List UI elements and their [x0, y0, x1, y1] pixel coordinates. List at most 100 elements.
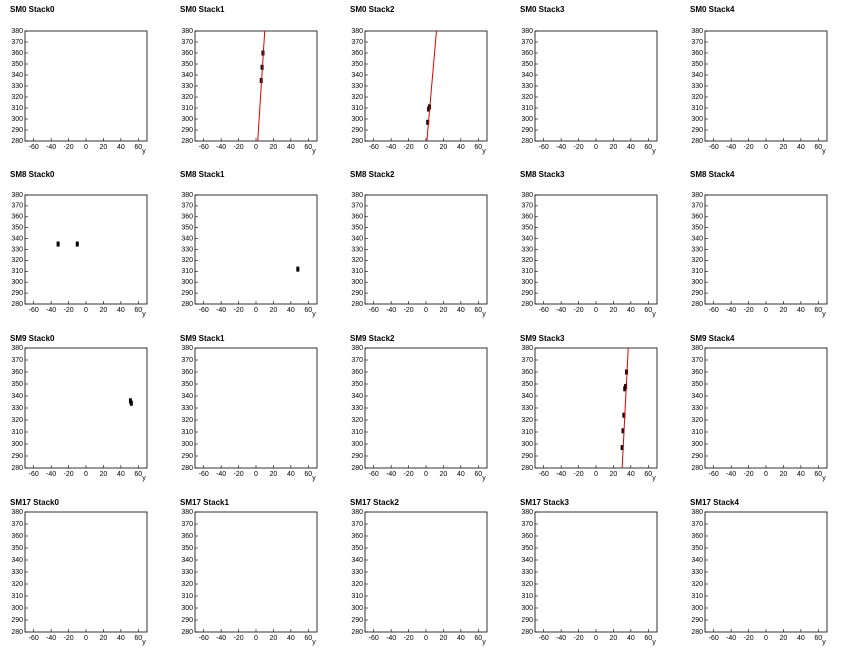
y-tick-label: 330 — [691, 405, 703, 412]
y-tick-label: 380 — [11, 345, 23, 352]
y-tick-label: 330 — [181, 405, 193, 412]
x-tick-label: -60 — [709, 471, 719, 478]
x-tick-label: 0 — [424, 144, 428, 151]
y-tick-label: 340 — [181, 72, 193, 79]
y-tick-label: 380 — [11, 192, 23, 199]
x-tick-label: 40 — [287, 144, 295, 151]
x-axis-label: y — [652, 311, 656, 318]
panel-title: SM17 Stack0 — [10, 498, 59, 507]
plot-frame — [534, 30, 658, 142]
y-tick-label: 320 — [11, 94, 23, 101]
y-tick-label: 340 — [521, 72, 533, 79]
x-tick-label: -20 — [574, 635, 584, 642]
y-tick-label: 290 — [351, 617, 363, 624]
y-tick-label: 300 — [351, 279, 363, 286]
y-tick-label: 280 — [11, 301, 23, 308]
y-tick-label: 290 — [691, 617, 703, 624]
y-tick-label: 320 — [691, 257, 703, 264]
y-tick-label: 380 — [351, 509, 363, 516]
y-tick-label: 290 — [181, 127, 193, 134]
y-tick-label: 320 — [351, 581, 363, 588]
y-tick-label: 290 — [181, 617, 193, 624]
point — [625, 369, 628, 375]
y-tick-label: 310 — [521, 593, 533, 600]
fit-line — [257, 30, 266, 142]
y-tick-label: 330 — [691, 569, 703, 576]
y-tick-label: 370 — [521, 357, 533, 364]
x-tick-label: 60 — [304, 144, 312, 151]
plot-frame — [24, 194, 148, 305]
y-tick-label: 360 — [181, 214, 193, 221]
x-tick-label: 60 — [474, 635, 482, 642]
y-tick-label: 330 — [521, 246, 533, 253]
x-tick-label: -60 — [369, 144, 379, 151]
y-tick-label: 370 — [181, 39, 193, 46]
x-tick-label: -20 — [64, 144, 74, 151]
x-tick-label: -40 — [386, 307, 396, 314]
y-tick-label: 300 — [181, 279, 193, 286]
y-tick-label: 370 — [521, 203, 533, 210]
x-tick-label: 40 — [797, 307, 805, 314]
x-axis-label: y — [822, 148, 826, 155]
y-tick-label: 360 — [11, 369, 23, 376]
x-axis-label: y — [482, 639, 486, 646]
x-tick-label: 0 — [594, 144, 598, 151]
x-tick-label: 20 — [440, 144, 448, 151]
x-tick-label: 20 — [100, 144, 108, 151]
y-tick-label: 310 — [691, 593, 703, 600]
x-tick-label: 20 — [440, 635, 448, 642]
x-tick-label: 20 — [440, 307, 448, 314]
y-tick-label: 380 — [521, 509, 533, 516]
x-tick-label: -40 — [46, 635, 56, 642]
y-tick-label: 330 — [691, 246, 703, 253]
x-tick-label: -40 — [726, 635, 736, 642]
y-tick-label: 370 — [691, 39, 703, 46]
x-tick-label: 40 — [117, 635, 125, 642]
x-tick-label: 60 — [134, 471, 142, 478]
plot-frame — [24, 511, 148, 633]
y-tick-label: 380 — [181, 28, 193, 35]
y-tick-label: 330 — [11, 246, 23, 253]
x-axis-label: y — [142, 475, 146, 482]
x-tick-label: 40 — [797, 471, 805, 478]
x-tick-label: -40 — [216, 471, 226, 478]
y-tick-label: 310 — [521, 105, 533, 112]
x-tick-label: 60 — [644, 307, 652, 314]
y-tick-label: 380 — [351, 345, 363, 352]
y-tick-label: 320 — [11, 581, 23, 588]
y-tick-label: 300 — [521, 441, 533, 448]
y-tick-label: 330 — [351, 569, 363, 576]
x-tick-label: -60 — [29, 635, 39, 642]
y-tick-label: 310 — [181, 593, 193, 600]
x-tick-label: 20 — [270, 635, 278, 642]
y-tick-label: 280 — [351, 138, 363, 145]
y-tick-label: 350 — [691, 61, 703, 68]
x-tick-label: 60 — [814, 471, 822, 478]
y-tick-label: 360 — [521, 214, 533, 221]
y-tick-label: 350 — [521, 545, 533, 552]
y-tick-label: 330 — [11, 569, 23, 576]
y-tick-label: 280 — [351, 629, 363, 636]
y-tick-label: 290 — [181, 453, 193, 460]
y-tick-label: 320 — [181, 581, 193, 588]
y-tick-label: 280 — [11, 629, 23, 636]
y-tick-label: 280 — [181, 301, 193, 308]
x-tick-label: -20 — [234, 307, 244, 314]
y-tick-label: 330 — [691, 83, 703, 90]
x-tick-label: -60 — [539, 635, 549, 642]
x-tick-label: -20 — [64, 471, 74, 478]
plot-frame — [534, 194, 658, 305]
y-tick-label: 340 — [691, 557, 703, 564]
x-tick-label: 0 — [424, 471, 428, 478]
y-tick-label: 380 — [11, 28, 23, 35]
point — [75, 241, 79, 247]
point — [426, 119, 430, 125]
y-tick-label: 280 — [691, 138, 703, 145]
x-tick-label: -20 — [234, 635, 244, 642]
plot-frame — [534, 347, 658, 469]
x-tick-label: -20 — [404, 307, 414, 314]
y-tick-label: 360 — [181, 533, 193, 540]
x-tick-label: -20 — [574, 471, 584, 478]
x-tick-label: 60 — [814, 635, 822, 642]
